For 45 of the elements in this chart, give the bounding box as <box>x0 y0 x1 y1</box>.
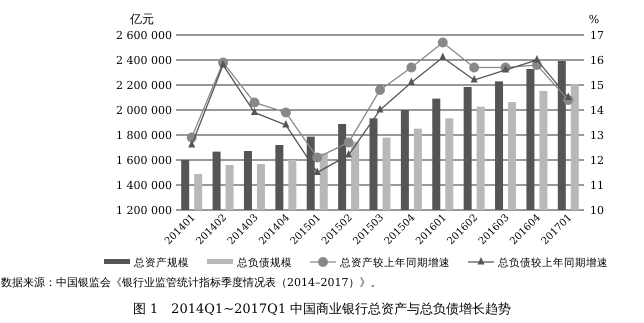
point <box>250 108 258 115</box>
point <box>533 55 540 62</box>
point <box>345 150 352 158</box>
point <box>470 75 478 82</box>
y2-axis-title: % <box>588 13 600 26</box>
point <box>502 65 510 72</box>
y-tick-label: 2 000 000 <box>116 104 172 117</box>
point <box>312 152 322 162</box>
y2-tick-label: 12 <box>590 154 604 167</box>
point <box>188 140 196 148</box>
point <box>439 52 446 60</box>
legend-label: 总资产规模 <box>133 256 189 269</box>
legend-label: 总资产较上年同期增速 <box>339 256 450 269</box>
y-axis-title: 亿元 <box>129 12 154 26</box>
legend-label: 总负债规模 <box>236 256 292 269</box>
point <box>375 85 385 95</box>
y2-tick-label: 13 <box>590 129 604 142</box>
y-tick-label: 1 600 000 <box>116 154 172 167</box>
point <box>220 60 227 68</box>
y2-tick-label: 16 <box>590 54 604 67</box>
y2-tick-label: 17 <box>590 29 604 42</box>
point <box>564 92 572 100</box>
point <box>314 168 321 175</box>
point <box>344 138 354 148</box>
y2-tick-label: 11 <box>590 179 604 192</box>
y2-tick-label: 14 <box>590 104 604 117</box>
point <box>249 98 260 108</box>
point <box>376 105 384 112</box>
y-tick-label: 2 200 000 <box>116 79 172 92</box>
y-tick-label: 1 200 000 <box>116 204 172 217</box>
point <box>408 78 415 85</box>
y-tick-label: 1 800 000 <box>116 129 172 142</box>
y-tick-label: 1 400 000 <box>116 179 172 192</box>
point <box>469 62 480 72</box>
source-note: 数据来源：中国银监会《银行业监管统计指标季度情况表（2014–2017）》。 <box>1 276 382 289</box>
y2-tick-label: 15 <box>590 79 604 92</box>
y-tick-label: 2 600 000 <box>116 29 172 42</box>
y-tick-label: 2 400 000 <box>116 54 172 67</box>
point <box>438 38 448 48</box>
text: 图 1 2014Q1~2017Q1 中国商业银行总资产与总负债增长趋势 <box>132 302 512 317</box>
point <box>280 108 291 118</box>
point <box>282 120 290 128</box>
legend-label: 总负债较上年同期增速 <box>497 256 608 269</box>
point <box>406 62 416 72</box>
y2-tick-label: 10 <box>590 204 604 217</box>
